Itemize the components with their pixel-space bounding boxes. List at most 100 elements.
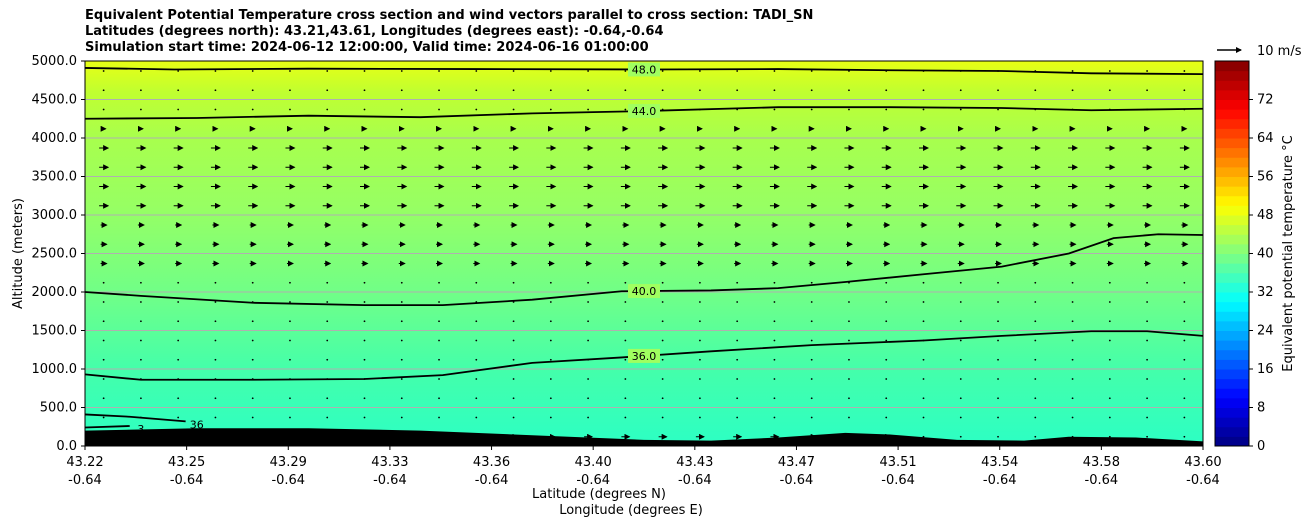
wind-vector [1071, 281, 1074, 284]
wind-vector [475, 397, 478, 400]
wind-vector [1183, 339, 1186, 342]
wind-vector [736, 89, 739, 92]
wind-vector [1108, 301, 1111, 303]
wind-vector [289, 281, 291, 284]
wind-vector [102, 70, 105, 72]
wind-vector [624, 301, 627, 303]
wind-vector [773, 416, 776, 419]
contour-label-bg [628, 104, 660, 119]
colorbar-band [1215, 436, 1249, 447]
wind-vector [959, 301, 962, 303]
wind-vector [326, 281, 329, 284]
wind-vector [587, 378, 589, 380]
colorbar-band [1215, 89, 1249, 100]
wind-vector [512, 358, 515, 361]
wind-vector [661, 378, 664, 380]
wind-vector [512, 70, 515, 72]
x-tick-label-lon: -0.64 [983, 473, 1017, 488]
wind-vector [438, 301, 440, 303]
wind-vector [1034, 301, 1037, 303]
colorbar-tick-label: 64 [1257, 131, 1274, 146]
x-tick-label-lat: 43.25 [168, 455, 205, 470]
wind-vector [140, 397, 142, 400]
wind-vector [512, 281, 515, 284]
wind-vector [959, 89, 962, 92]
wind-vector [997, 358, 999, 361]
x-tick-label-lon: -0.64 [271, 473, 305, 488]
wind-vector [624, 108, 627, 111]
colorbar-band [1215, 320, 1249, 331]
wind-vector [848, 320, 850, 323]
x-tick-label-lat: 43.47 [778, 455, 815, 470]
y-axis-label: Altitude (meters) [11, 198, 26, 309]
wind-vector [289, 320, 291, 323]
wind-vector [1183, 89, 1186, 92]
wind-vector [1108, 320, 1111, 323]
wind-vector [959, 358, 962, 361]
y-tick-label: 1500.0 [32, 324, 78, 339]
wind-vector [251, 281, 254, 284]
wind-vector [810, 416, 813, 419]
wind-vector [1108, 281, 1111, 284]
x-tick-label-lon: -0.64 [170, 473, 204, 488]
wind-vector [959, 281, 962, 284]
wind-vector [326, 89, 329, 92]
colorbar-tick-label: 56 [1257, 170, 1274, 185]
colorbar-band [1215, 109, 1249, 120]
wind-vector [699, 89, 701, 92]
x-tick-label-lat: 43.33 [371, 455, 408, 470]
wind-vector [438, 320, 440, 323]
wind-vector [475, 378, 478, 380]
wind-vector [140, 281, 142, 284]
wind-vector [848, 358, 850, 361]
wind-vector [1108, 378, 1111, 380]
wind-vector [140, 320, 142, 323]
wind-vector [699, 416, 701, 419]
wind-vector [736, 70, 739, 72]
wind-vector [363, 339, 366, 342]
wind-vector [773, 281, 776, 284]
wind-vector [1071, 339, 1074, 342]
wind-vector [922, 416, 925, 419]
wind-vector [475, 416, 478, 419]
x-tick-label-lon: -0.64 [68, 473, 102, 488]
wind-vector [102, 320, 105, 323]
x-tick-label-lon: -0.64 [373, 473, 407, 488]
y-tick-label: 2500.0 [32, 247, 78, 262]
wind-vector [699, 320, 701, 323]
wind-vector [810, 70, 813, 72]
wind-vector [661, 416, 664, 419]
wind-vector [1071, 358, 1074, 361]
wind-vector [810, 358, 813, 361]
colorbar-tick-label: 48 [1257, 208, 1274, 223]
wind-vector [1146, 70, 1148, 72]
x-axis-label: Latitude (degrees N) [532, 487, 666, 502]
wind-vector [102, 397, 105, 400]
colorbar-band [1215, 282, 1249, 293]
colorbar-band [1215, 417, 1249, 428]
colorbar-band [1215, 80, 1249, 91]
wind-vector [549, 108, 552, 111]
wind-vector [289, 397, 291, 400]
y-tick-label: 3500.0 [32, 170, 78, 185]
wind-vector [848, 89, 850, 92]
wind-vector [959, 339, 962, 342]
wind-vector [885, 339, 888, 342]
colorbar-band [1215, 359, 1249, 370]
wind-vector [1108, 339, 1111, 342]
wind-vector [661, 281, 664, 284]
wind-vector [177, 281, 180, 284]
wind-vector [922, 378, 925, 380]
wind-vector [736, 320, 739, 323]
wind-vector [140, 108, 142, 111]
wind-vector [1183, 435, 1186, 438]
wind-vector [140, 301, 142, 303]
wind-vector [214, 397, 217, 400]
colorbar-band [1215, 195, 1249, 206]
wind-vector [251, 397, 254, 400]
wind-vector [885, 416, 888, 419]
wind-vector [624, 416, 627, 419]
wind-vector [699, 358, 701, 361]
contour-label-bg [628, 62, 660, 77]
